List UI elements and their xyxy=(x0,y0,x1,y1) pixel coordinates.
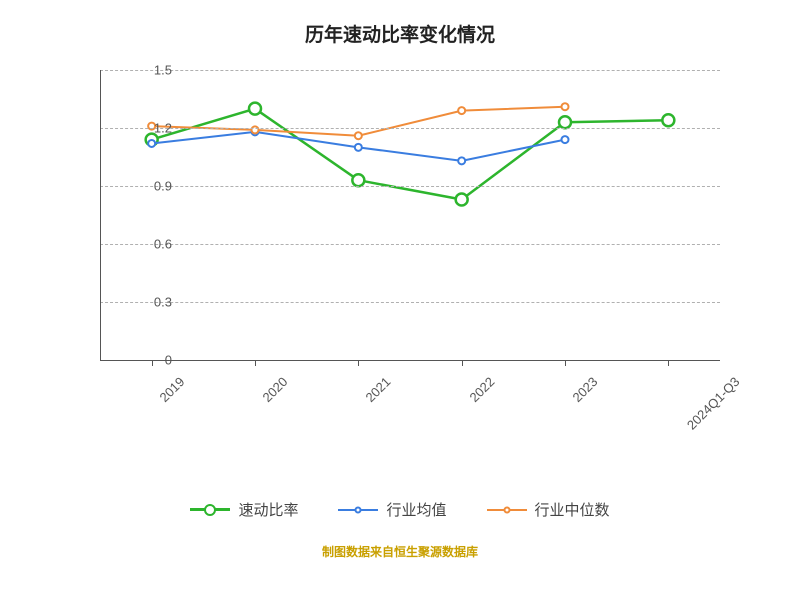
legend-label: 行业均值 xyxy=(386,499,446,520)
x-tick xyxy=(358,360,359,366)
series-marker-quick_ratio xyxy=(456,194,468,206)
legend-circle-icon xyxy=(503,506,510,513)
x-axis-label: 2020 xyxy=(259,374,290,405)
grid-line xyxy=(100,70,720,71)
legend-marker xyxy=(190,503,230,517)
y-axis-label: 0.6 xyxy=(154,237,172,252)
y-axis-label: 1.5 xyxy=(154,63,172,78)
series-marker-industry_median xyxy=(562,103,569,110)
grid-line xyxy=(100,186,720,187)
x-axis-label: 2021 xyxy=(363,374,394,405)
legend-item-industry_mean: 行业均值 xyxy=(338,499,446,520)
legend-marker xyxy=(338,503,378,517)
series-marker-quick_ratio xyxy=(559,116,571,128)
y-axis-label: 1.2 xyxy=(154,121,172,136)
x-tick xyxy=(462,360,463,366)
grid-line xyxy=(100,302,720,303)
legend: 速动比率 行业均值 行业中位数 xyxy=(0,499,800,520)
footer-text: 制图数据来自恒生聚源数据库 xyxy=(0,543,800,560)
y-axis xyxy=(100,70,101,360)
legend-item-quick_ratio: 速动比率 xyxy=(190,499,298,520)
legend-item-industry_median: 行业中位数 xyxy=(487,499,610,520)
grid-line xyxy=(100,128,720,129)
x-axis-label: 2019 xyxy=(156,374,187,405)
y-axis-label: 0.9 xyxy=(154,179,172,194)
legend-label: 速动比率 xyxy=(238,499,298,520)
x-axis-label: 2023 xyxy=(569,374,600,405)
series-marker-quick_ratio xyxy=(249,103,261,115)
legend-marker xyxy=(487,503,527,517)
legend-circle-icon xyxy=(204,504,216,516)
series-marker-industry_median xyxy=(458,107,465,114)
grid-line xyxy=(100,244,720,245)
series-marker-industry_mean xyxy=(458,157,465,164)
chart-container: 历年速动比率变化情况 速动比率 行业均值 行业中位数 制图数据来自恒生聚源数据库 0… xyxy=(0,0,800,600)
chart-svg xyxy=(100,70,720,360)
plot-area xyxy=(100,70,720,360)
series-marker-industry_mean xyxy=(148,140,155,147)
chart-title: 历年速动比率变化情况 xyxy=(0,0,800,47)
series-marker-industry_mean xyxy=(562,136,569,143)
legend-circle-icon xyxy=(355,506,362,513)
x-tick xyxy=(668,360,669,366)
x-axis xyxy=(100,360,720,361)
series-marker-quick_ratio xyxy=(662,114,674,126)
legend-label: 行业中位数 xyxy=(535,499,610,520)
x-tick xyxy=(255,360,256,366)
series-marker-industry_median xyxy=(355,132,362,139)
x-axis-label: 2024Q1-Q3 xyxy=(684,374,743,433)
series-marker-quick_ratio xyxy=(352,174,364,186)
x-tick xyxy=(152,360,153,366)
y-axis-label: 0.3 xyxy=(154,295,172,310)
x-tick xyxy=(565,360,566,366)
series-marker-industry_mean xyxy=(355,144,362,151)
x-axis-label: 2022 xyxy=(466,374,497,405)
y-axis-label: 0 xyxy=(165,353,172,368)
